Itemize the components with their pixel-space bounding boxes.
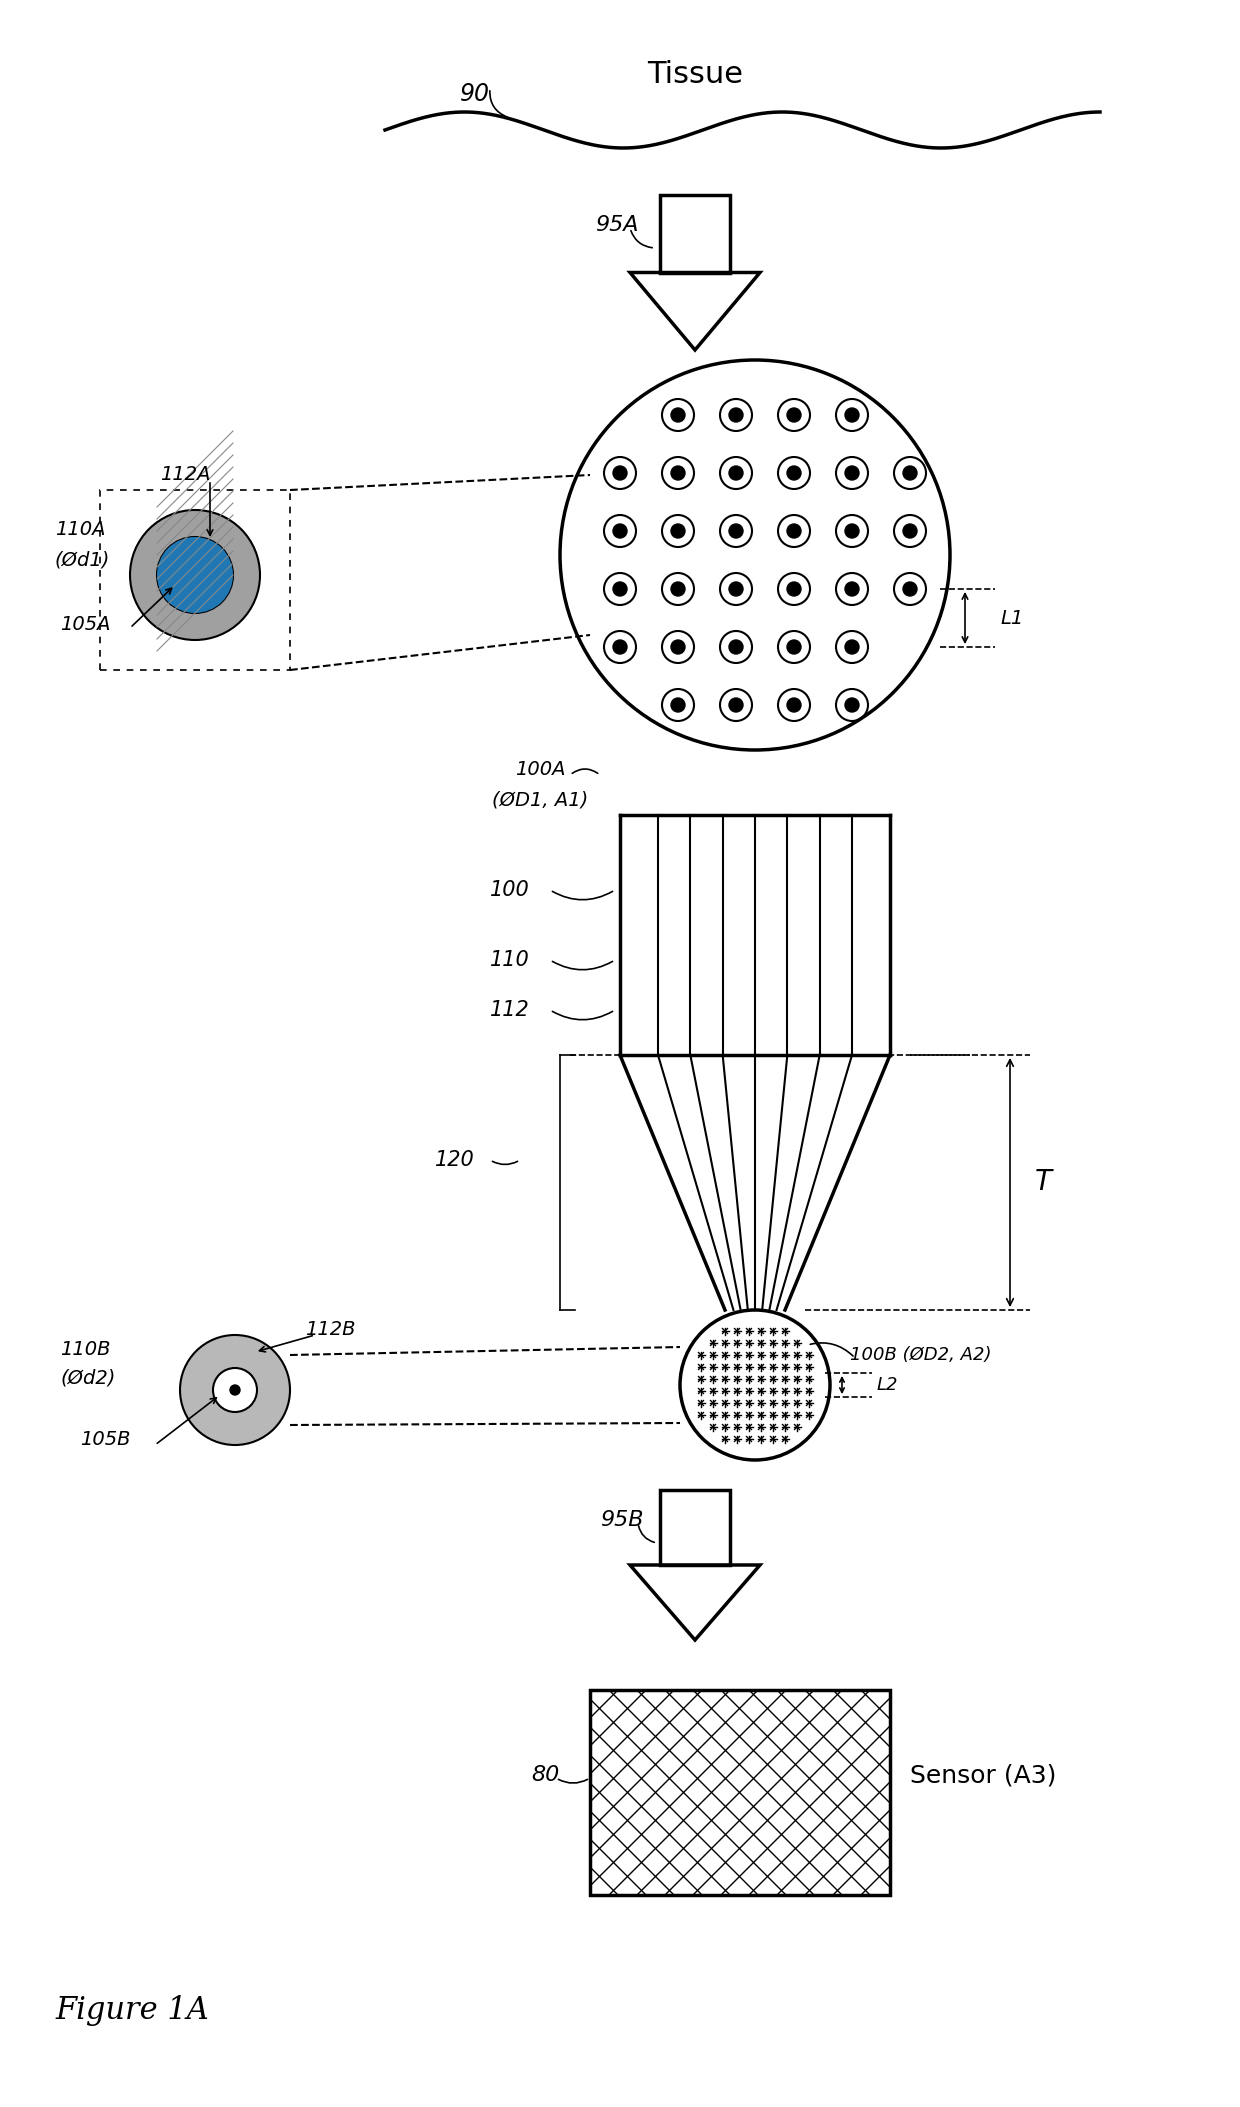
Circle shape: [229, 1384, 241, 1395]
Circle shape: [729, 409, 743, 421]
Text: L1: L1: [999, 609, 1023, 628]
Text: Figure 1A: Figure 1A: [55, 1995, 208, 2025]
Circle shape: [671, 582, 684, 596]
Circle shape: [671, 697, 684, 712]
Circle shape: [180, 1336, 290, 1445]
Text: (Ød1): (Ød1): [55, 550, 110, 569]
Circle shape: [157, 537, 233, 613]
Circle shape: [671, 525, 684, 537]
Text: 112A: 112A: [160, 466, 211, 485]
Text: 105A: 105A: [60, 615, 110, 634]
Circle shape: [613, 641, 627, 653]
Circle shape: [903, 466, 918, 480]
Text: (Ød2): (Ød2): [60, 1367, 115, 1386]
Circle shape: [729, 697, 743, 712]
Circle shape: [787, 697, 801, 712]
Circle shape: [844, 525, 859, 537]
Circle shape: [671, 641, 684, 653]
Circle shape: [844, 466, 859, 480]
Circle shape: [613, 582, 627, 596]
Text: 112: 112: [490, 1001, 529, 1020]
Circle shape: [613, 466, 627, 480]
Text: T: T: [1035, 1169, 1052, 1197]
Bar: [100, 491, 290, 670]
Circle shape: [903, 582, 918, 596]
Circle shape: [613, 525, 627, 537]
Circle shape: [844, 409, 859, 421]
Text: 90: 90: [460, 82, 490, 105]
Text: (ØD1, A1): (ØD1, A1): [492, 790, 588, 809]
Text: Sensor (A3): Sensor (A3): [910, 1764, 1056, 1787]
Text: 100B (ØD2, A2): 100B (ØD2, A2): [849, 1346, 992, 1363]
Circle shape: [671, 466, 684, 480]
Circle shape: [671, 409, 684, 421]
Circle shape: [213, 1367, 257, 1412]
Text: 80: 80: [532, 1766, 560, 1785]
Text: Tissue: Tissue: [647, 59, 743, 88]
Circle shape: [157, 537, 233, 613]
Text: 105B: 105B: [81, 1431, 130, 1450]
Circle shape: [787, 582, 801, 596]
Text: 110A: 110A: [55, 520, 105, 539]
Text: 112B: 112B: [305, 1319, 356, 1340]
Circle shape: [787, 466, 801, 480]
Text: 110: 110: [490, 950, 529, 969]
Text: 95A: 95A: [595, 215, 639, 236]
Circle shape: [130, 510, 260, 641]
Circle shape: [729, 525, 743, 537]
Circle shape: [903, 525, 918, 537]
Text: 120: 120: [435, 1150, 475, 1169]
Circle shape: [729, 466, 743, 480]
Bar: [590, 1690, 890, 1894]
Text: 100A: 100A: [515, 761, 565, 780]
Circle shape: [787, 525, 801, 537]
Text: 110B: 110B: [60, 1340, 110, 1359]
Circle shape: [729, 582, 743, 596]
Text: L2: L2: [877, 1376, 899, 1395]
Circle shape: [844, 697, 859, 712]
Circle shape: [729, 641, 743, 653]
Circle shape: [787, 641, 801, 653]
Circle shape: [787, 409, 801, 421]
Text: 95B: 95B: [600, 1511, 644, 1530]
Circle shape: [844, 582, 859, 596]
Circle shape: [844, 641, 859, 653]
Text: 100: 100: [490, 881, 529, 900]
